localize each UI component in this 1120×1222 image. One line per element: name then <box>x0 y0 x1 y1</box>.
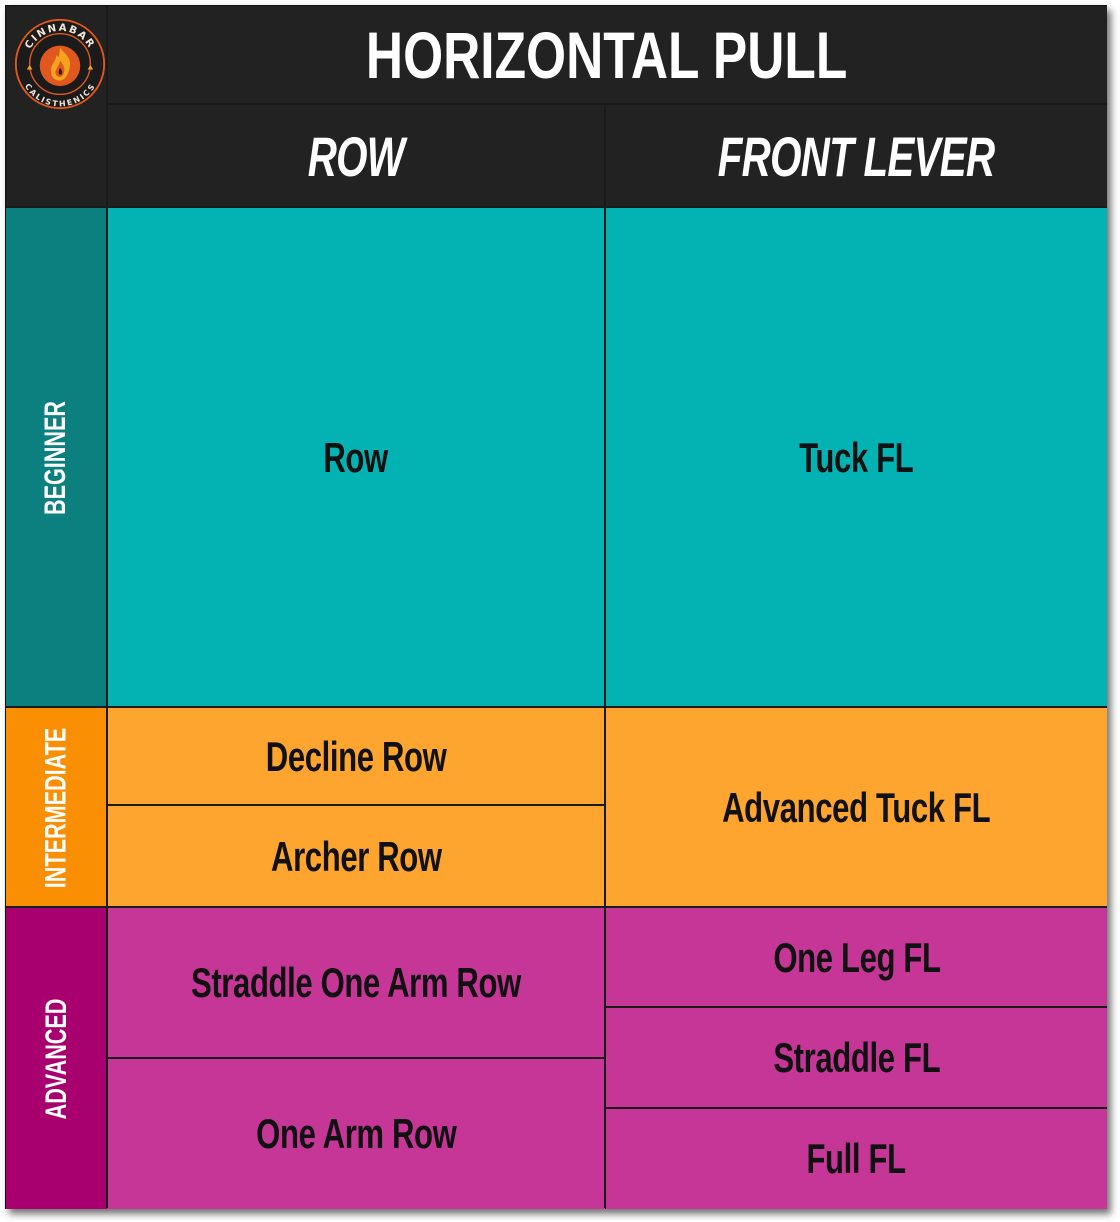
exercise-decline-row: Decline Row <box>265 732 447 780</box>
exercise-straddle-one-arm-row: Straddle One Arm Row <box>191 959 521 1006</box>
level-label-beginner: BEGINNER <box>6 208 107 707</box>
exercise-straddle-fl: Straddle FL <box>773 1034 940 1081</box>
exercise-cell: Tuck FL <box>606 208 1107 707</box>
level-label-intermediate: INTERMEDIATE <box>6 708 107 907</box>
exercise-cell: Decline Row <box>107 708 605 805</box>
exercise-advanced-tuck-fl: Advanced Tuck FL <box>722 783 991 831</box>
exercise-one-arm-row: One Arm Row <box>255 1110 457 1157</box>
cinnabar-calisthenics-logo: CINNABAR CALISTHENICS <box>14 18 106 110</box>
exercise-cell: Advanced Tuck FL <box>606 708 1107 907</box>
level-label-advanced: ADVANCED <box>6 908 107 1209</box>
chart-title-text: HORIZONTAL PULL <box>366 18 848 92</box>
column-header-row: ROW <box>107 105 605 207</box>
level-label-advanced-text: ADVANCED <box>39 998 73 1119</box>
exercise-cell: One Leg FL <box>606 908 1107 1007</box>
progression-chart: HORIZONTAL PULL ROW FRONT LEVER BEGINNER… <box>5 5 1107 1209</box>
level-label-intermediate-text: INTERMEDIATE <box>39 727 73 888</box>
exercise-one-leg-fl: One Leg FL <box>772 933 941 981</box>
exercise-row: Row <box>323 433 389 481</box>
exercise-cell: Full FL <box>606 1109 1107 1209</box>
exercise-tuck-fl: Tuck FL <box>799 433 914 481</box>
exercise-cell: One Arm Row <box>107 1059 605 1209</box>
level-label-beginner-text: BEGINNER <box>39 400 73 515</box>
column-header-front-lever: FRONT LEVER <box>606 105 1107 207</box>
chart-title: HORIZONTAL PULL <box>107 6 1107 104</box>
column-header-front-lever-text: FRONT LEVER <box>718 124 995 188</box>
exercise-cell: Straddle FL <box>606 1008 1107 1108</box>
exercise-cell: Row <box>107 208 605 707</box>
exercise-full-fl: Full FL <box>806 1135 907 1182</box>
exercise-cell: Archer Row <box>107 806 605 907</box>
exercise-cell: Straddle One Arm Row <box>107 908 605 1058</box>
exercise-archer-row: Archer Row <box>270 832 442 880</box>
column-header-row-text: ROW <box>307 124 405 188</box>
